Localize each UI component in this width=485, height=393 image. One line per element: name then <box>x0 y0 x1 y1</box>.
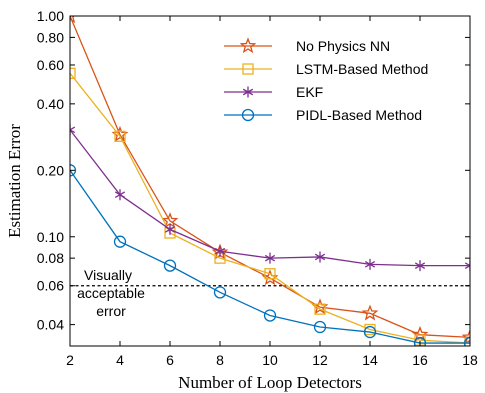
y-tick-label: 0.20 <box>37 162 64 178</box>
data-point <box>163 259 177 272</box>
annotation: Visually acceptable error <box>77 267 145 319</box>
data-point <box>214 245 226 257</box>
y-tick-label: 0.60 <box>37 57 64 73</box>
y-axis-title: Estimation Error <box>5 124 24 238</box>
legend-label: PIDL-Based Method <box>296 107 422 123</box>
legend-item: PIDL-Based Method <box>224 107 422 123</box>
x-tick-label: 8 <box>216 352 224 368</box>
data-point <box>164 223 176 235</box>
data-point <box>461 328 470 345</box>
data-point <box>70 124 76 136</box>
data-point <box>364 258 376 270</box>
x-tick-label: 14 <box>362 352 378 368</box>
series-layer <box>70 16 470 346</box>
legend-item: No Physics NN <box>224 37 390 54</box>
x-tick-label: 16 <box>412 352 428 368</box>
series-line <box>70 16 470 339</box>
data-point <box>313 320 327 334</box>
y-tick-label: 0.08 <box>37 250 64 266</box>
series-ekf <box>70 124 470 272</box>
legend-marker <box>241 108 255 122</box>
data-point <box>264 252 276 264</box>
annotation-line: error <box>96 303 126 319</box>
ticks-layer: 2 4 6 8 10 12 14 16 18 0.04 0.06 0.08 0.10 0.20 0.40 0.… <box>37 8 478 368</box>
data-point <box>414 260 426 272</box>
series-line <box>70 72 470 344</box>
legend-marker <box>242 86 254 98</box>
data-point <box>361 304 379 321</box>
legend-label: LSTM-Based Method <box>296 61 428 77</box>
series-pidl-based-method <box>70 164 470 346</box>
data-point <box>413 336 427 346</box>
series-line <box>70 129 470 267</box>
data-point <box>263 309 277 322</box>
annotation-line: Visually <box>84 267 132 283</box>
x-tick-label: 12 <box>312 352 328 368</box>
data-point <box>113 235 127 248</box>
legend-item: EKF <box>224 84 323 100</box>
x-tick-label: 18 <box>462 352 478 368</box>
x-axis-title: Number of Loop Detectors <box>178 373 362 392</box>
legend-item: LSTM-Based Method <box>224 61 428 77</box>
legend: No Physics NN LSTM-Based Method EKF PIDL-Ba… <box>224 37 428 123</box>
data-point <box>314 303 326 315</box>
x-tick-label: 10 <box>262 352 278 368</box>
data-point <box>70 67 76 79</box>
y-tick-label: 1.00 <box>37 8 64 24</box>
annotation-line: acceptable <box>77 285 145 301</box>
y-tick-label: 0.10 <box>37 229 64 245</box>
x-tick-label: 4 <box>116 352 124 368</box>
legend-marker <box>242 63 254 75</box>
x-tick-label: 2 <box>66 352 74 368</box>
legend-marker <box>239 37 257 54</box>
legend-label: EKF <box>296 84 323 100</box>
data-point <box>363 325 377 339</box>
data-point <box>213 286 227 299</box>
series-line <box>70 169 470 344</box>
y-tick-label: 0.80 <box>37 29 64 45</box>
legend-label: No Physics NN <box>296 38 390 54</box>
y-tick-label: 0.40 <box>37 96 64 112</box>
x-tick-label: 6 <box>166 352 174 368</box>
data-point <box>114 189 126 201</box>
y-tick-label: 0.06 <box>37 278 64 294</box>
data-point <box>463 336 470 346</box>
y-tick-label: 0.04 <box>37 317 64 333</box>
data-point <box>264 268 276 280</box>
data-point <box>70 164 77 177</box>
data-point <box>314 251 326 263</box>
data-point <box>114 130 126 142</box>
data-point <box>464 260 470 272</box>
